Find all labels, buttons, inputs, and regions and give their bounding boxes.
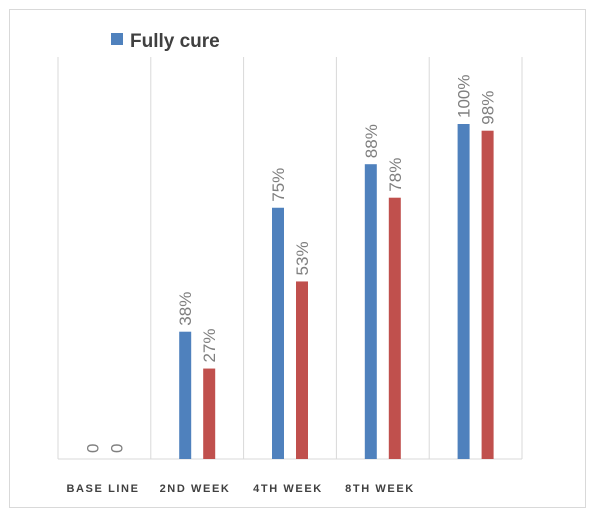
data-label-series-2-5: 98% xyxy=(479,91,498,125)
bar-series-2-2 xyxy=(203,368,216,459)
x-tick-label-2: 2ND WEEK xyxy=(160,483,231,495)
data-label-series-2-3: 53% xyxy=(293,241,312,275)
legend: Fully cure xyxy=(111,31,220,52)
legend-label-fully-cure: Fully cure xyxy=(130,31,220,52)
x-tick-label-4: 8TH WEEK xyxy=(345,483,415,495)
data-label-series-2-4: 78% xyxy=(386,158,405,192)
bar-series-2-5 xyxy=(481,130,494,459)
data-label-series-1-5: 100% xyxy=(455,75,474,118)
data-label-series-2-1: 0 xyxy=(107,444,126,453)
data-label-series-1-4: 88% xyxy=(362,124,381,158)
data-label-series-1-2: 38% xyxy=(176,292,195,326)
x-tick-label-1: BASE LINE xyxy=(66,483,139,495)
legend-swatch-fully-cure xyxy=(111,33,123,45)
bar-series-1-4 xyxy=(364,164,377,459)
data-labels: 0 0 38% 27% 75% 53% 88% 78% 100% 98% xyxy=(83,75,497,453)
data-label-series-2-2: 27% xyxy=(200,329,219,363)
x-axis-ticks: BASE LINE 2ND WEEK 4TH WEEK 8TH WEEK xyxy=(66,483,415,495)
x-tick-label-3: 4TH WEEK xyxy=(253,483,323,495)
bar-series-1-2 xyxy=(179,331,192,459)
bar-series-2-3 xyxy=(296,281,308,459)
bar-series-1-3 xyxy=(272,207,284,459)
data-label-series-1-1: 0 xyxy=(83,444,102,453)
bar-series-2-4 xyxy=(388,197,401,459)
gridlines xyxy=(57,57,523,460)
bar-series-1-5 xyxy=(457,124,470,459)
data-label-series-1-3: 75% xyxy=(269,168,288,202)
bars xyxy=(179,124,494,459)
